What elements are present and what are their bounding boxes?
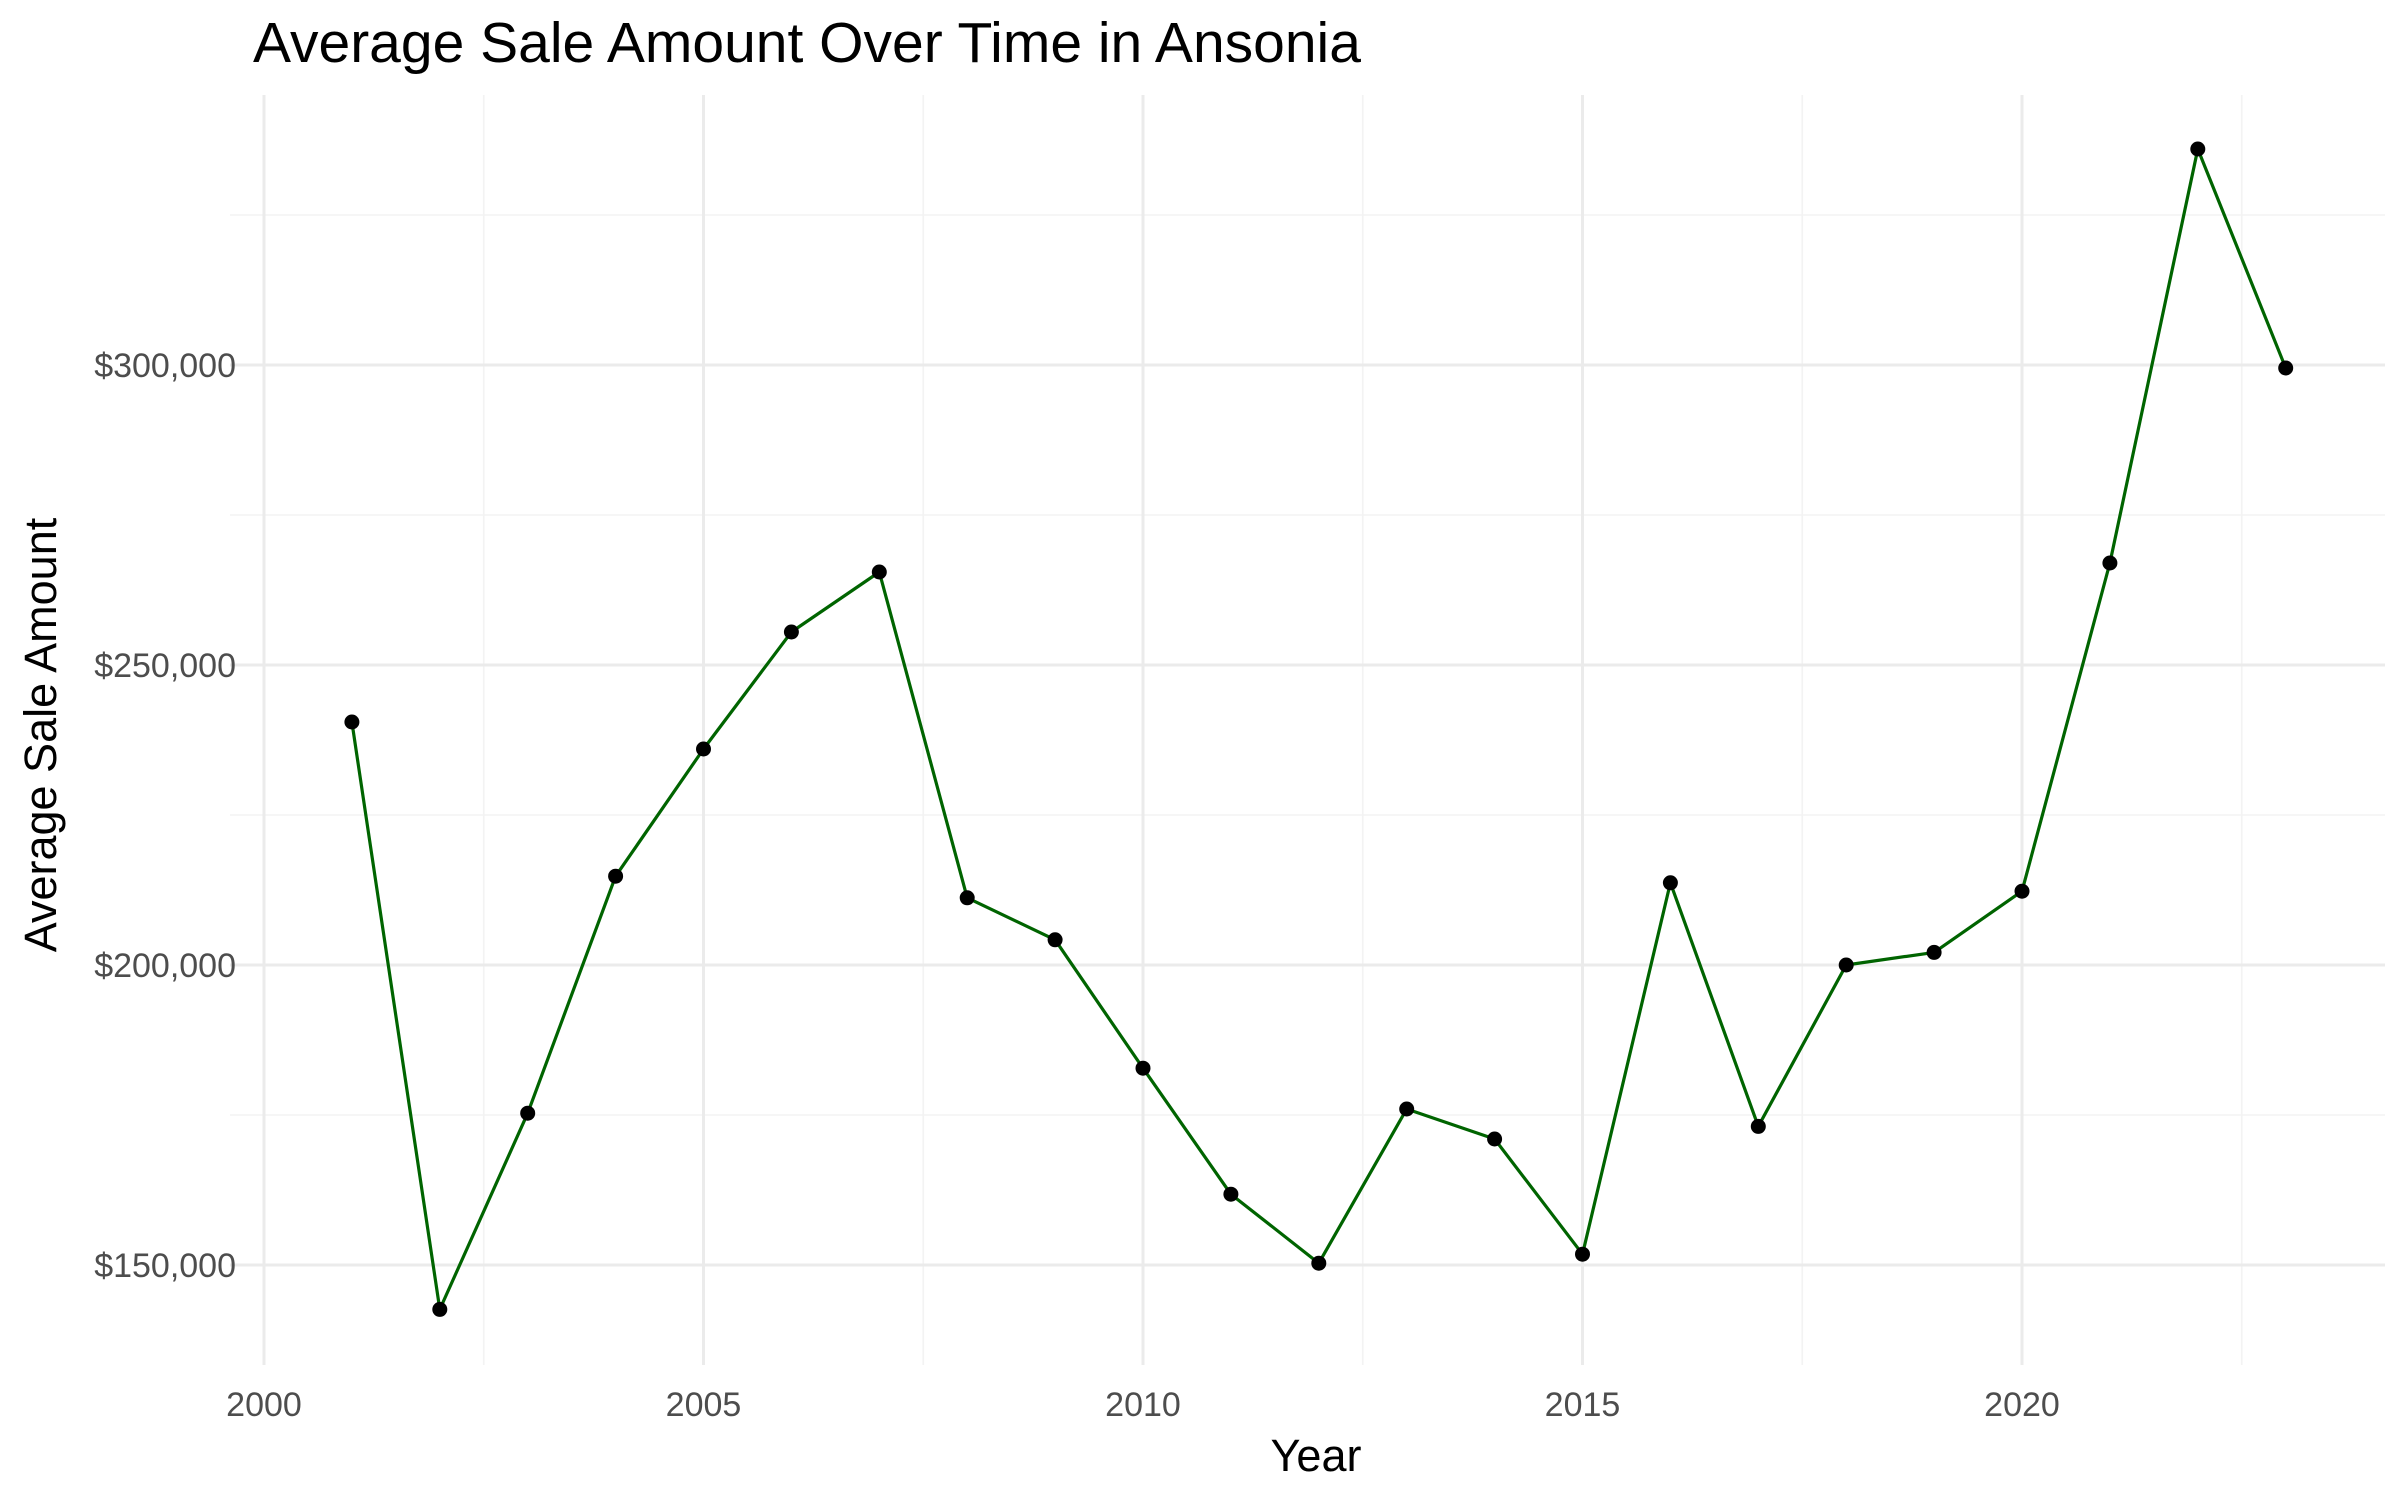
- data-point: [1926, 944, 1942, 960]
- data-point: [2102, 555, 2118, 571]
- data-point: [871, 564, 887, 580]
- y-tick-label: $250,000: [94, 647, 236, 685]
- y-tick-label: $150,000: [94, 1247, 236, 1285]
- y-axis-title: Average Sale Amount: [15, 517, 66, 952]
- data-point: [608, 868, 624, 884]
- data-point: [1399, 1101, 1415, 1117]
- data-point: [1750, 1118, 1766, 1134]
- data-point: [2278, 360, 2294, 376]
- data-point: [1311, 1255, 1327, 1271]
- chart-title: Average Sale Amount Over Time in Ansonia: [253, 11, 1361, 75]
- x-tick-label: 2020: [1984, 1386, 2060, 1424]
- x-tick-label: 2005: [666, 1386, 742, 1424]
- data-point: [2190, 141, 2206, 157]
- data-point: [432, 1301, 448, 1317]
- x-axis-title: Year: [1271, 1430, 1362, 1481]
- x-tick-label: 2010: [1105, 1386, 1181, 1424]
- data-point: [959, 890, 975, 906]
- major-gridlines: [230, 95, 2385, 1365]
- minor-gridlines: [230, 95, 2385, 1365]
- data-point: [1223, 1186, 1239, 1202]
- x-tick-label: 2015: [1545, 1386, 1621, 1424]
- data-point: [783, 624, 799, 640]
- x-axis-ticks: 2000 2005 2010 2015 2020: [226, 1386, 2060, 1424]
- data-point: [1575, 1246, 1590, 1262]
- data-point: [696, 741, 711, 757]
- data-point: [1135, 1060, 1151, 1076]
- x-tick-label: 2000: [226, 1386, 302, 1424]
- data-point: [2014, 883, 2030, 899]
- points-layer: [344, 141, 2294, 1317]
- data-point: [1662, 875, 1678, 891]
- data-point: [520, 1105, 536, 1121]
- y-tick-label: $300,000: [94, 347, 236, 385]
- data-point: [1487, 1131, 1503, 1147]
- y-tick-label: $200,000: [94, 947, 236, 985]
- y-axis-ticks: $150,000 $200,000 $250,000 $300,000: [94, 347, 236, 1285]
- data-point: [344, 714, 360, 730]
- data-point: [1047, 932, 1063, 948]
- data-point: [1838, 957, 1854, 973]
